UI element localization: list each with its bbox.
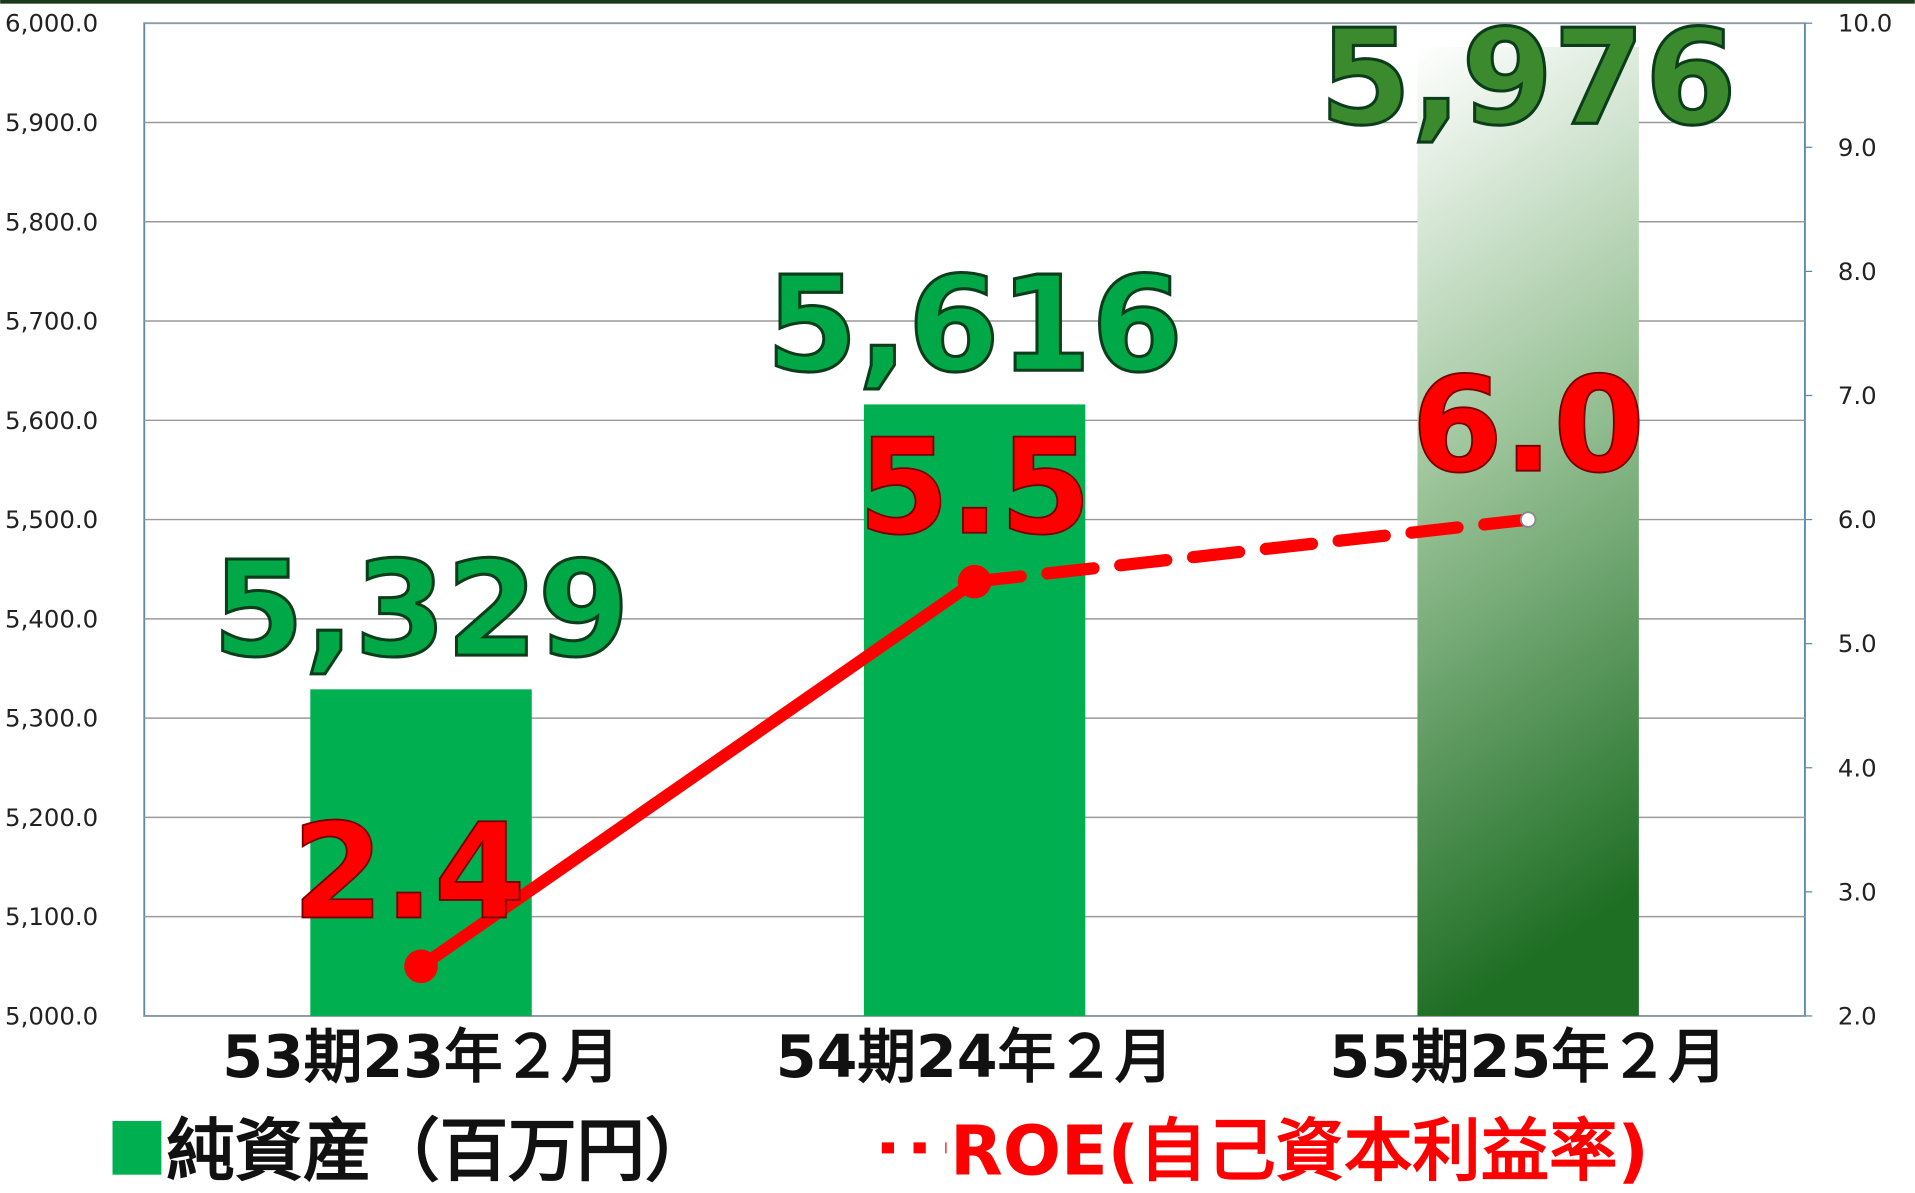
y-tick-label: 5,900.0 (5, 108, 98, 137)
y2-tick-label: 5.0 (1838, 629, 1877, 658)
line-value-label: 5.5 (858, 412, 1092, 565)
line-value-label: 2.4 (292, 796, 526, 949)
bar-value-label: 5,616 (766, 249, 1183, 402)
legend-label: 純資産（百万円） (166, 1113, 713, 1192)
line-point (957, 564, 992, 599)
bar-value-label: 5,976 (1320, 2, 1737, 155)
y2-tick-label: 4.0 (1838, 753, 1877, 782)
legend-label: ROE(自己資本利益率) (950, 1113, 1649, 1192)
y-tick-label: 5,200.0 (5, 803, 98, 832)
y2-tick-label: 2.0 (1838, 1001, 1877, 1030)
y-tick-label: 5,400.0 (5, 604, 98, 633)
y2-tick-label: 6.0 (1838, 505, 1877, 534)
x-tick-label: 55期25年２月 (1329, 1023, 1727, 1091)
y2-tick-label: 3.0 (1838, 877, 1877, 906)
y2-tick-label: 8.0 (1838, 257, 1877, 286)
y-tick-label: 5,300.0 (5, 704, 98, 733)
line-value-label: 6.0 (1411, 350, 1645, 503)
y-tick-label: 5,100.0 (5, 902, 98, 931)
x-tick-label: 53期23年２月 (222, 1023, 620, 1091)
y2-tick-label: 10.0 (1838, 9, 1892, 38)
bar (863, 404, 1086, 1016)
y2-tick-label: 9.0 (1838, 133, 1877, 162)
line-segment (968, 513, 1535, 588)
y-tick-label: 5,800.0 (5, 207, 98, 236)
line-point (404, 949, 438, 984)
legend-swatch (112, 1120, 162, 1175)
bar-value-label: 5,329 (212, 534, 629, 687)
line-point (1519, 511, 1537, 528)
y-tick-label: 5,700.0 (5, 307, 98, 336)
y-tick-label: 5,600.0 (5, 406, 98, 435)
y-tick-label: 5,500.0 (5, 505, 98, 534)
y-tick-label: 6,000.0 (5, 9, 98, 38)
x-tick-label: 54期24年２月 (776, 1023, 1174, 1091)
y2-tick-label: 7.0 (1838, 381, 1877, 410)
top-border (0, 0, 1915, 4)
line-segment (414, 575, 981, 973)
y-tick-label: 5,000.0 (5, 1001, 98, 1030)
